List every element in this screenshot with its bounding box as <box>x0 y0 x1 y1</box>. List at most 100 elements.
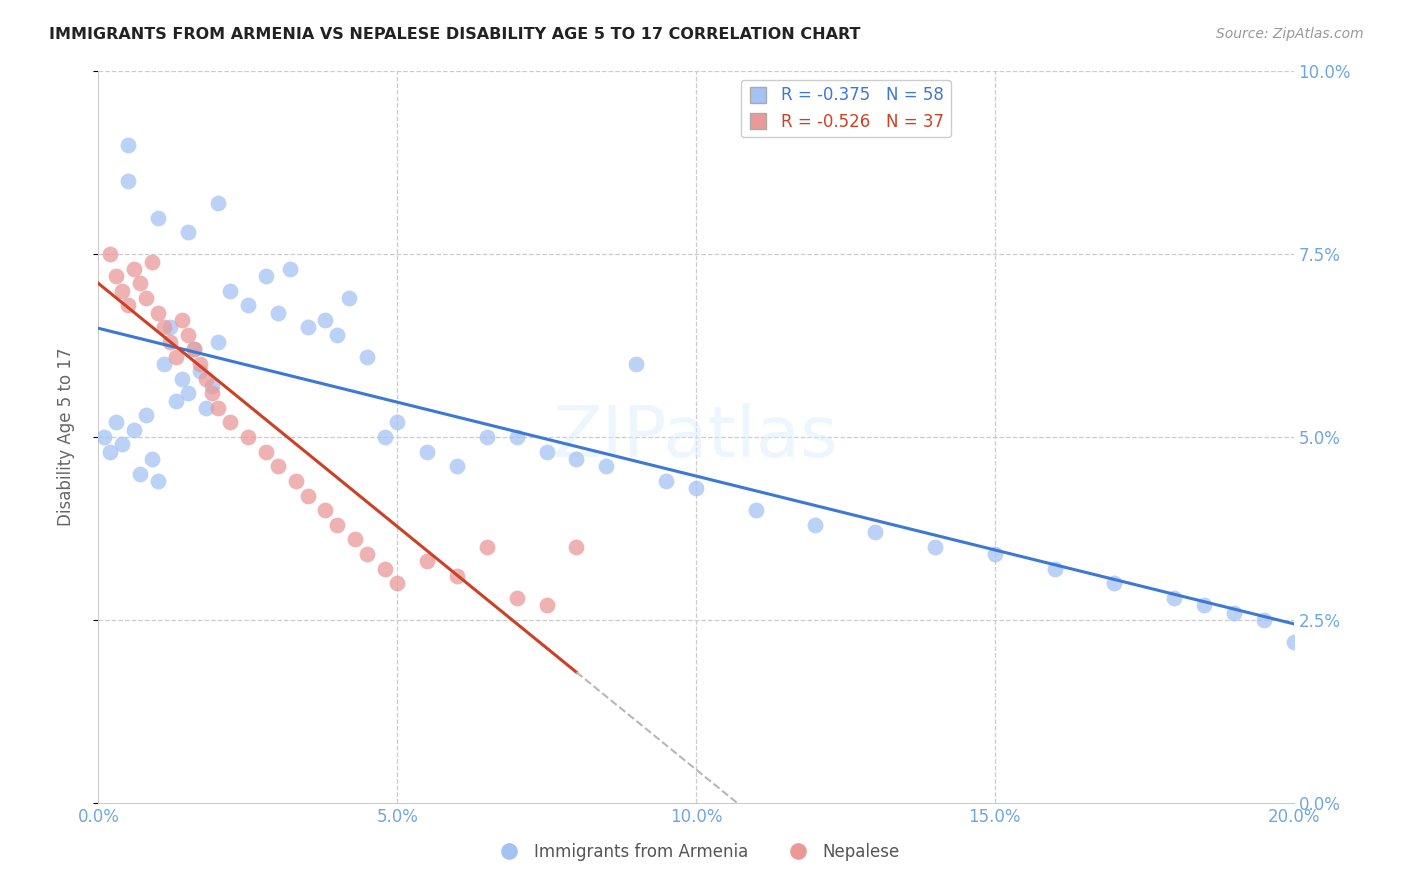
Point <box>326 517 349 532</box>
Point <box>98 247 122 261</box>
Point <box>165 393 187 408</box>
Point <box>984 547 1007 561</box>
Point <box>374 562 396 576</box>
Point <box>124 261 146 276</box>
Point <box>129 277 152 291</box>
Point <box>595 459 617 474</box>
Point <box>446 459 468 474</box>
Point <box>565 452 588 467</box>
Point <box>172 313 194 327</box>
Point <box>254 444 277 458</box>
Point <box>207 334 229 349</box>
Point <box>315 503 337 517</box>
Point <box>804 517 827 532</box>
Point <box>236 298 259 312</box>
Point <box>148 474 170 488</box>
Point <box>865 525 887 540</box>
Point <box>626 357 648 371</box>
Point <box>655 474 678 488</box>
Point <box>1282 635 1305 649</box>
Y-axis label: Disability Age 5 to 17: Disability Age 5 to 17 <box>56 348 75 526</box>
Point <box>1104 576 1126 591</box>
Point <box>207 196 229 211</box>
Point <box>105 269 128 284</box>
Point <box>117 137 139 152</box>
Point <box>475 540 498 554</box>
Point <box>98 444 122 458</box>
Point <box>1043 562 1066 576</box>
Point <box>356 547 378 561</box>
Text: ZIPatlas: ZIPatlas <box>553 402 839 472</box>
Point <box>236 430 259 444</box>
Point <box>506 591 529 605</box>
Point <box>385 576 409 591</box>
Point <box>111 284 134 298</box>
Point <box>183 343 205 357</box>
Point <box>207 401 229 415</box>
Point <box>177 327 200 342</box>
Point <box>297 489 319 503</box>
Point <box>506 430 529 444</box>
Point <box>124 423 146 437</box>
Point <box>1163 591 1185 605</box>
Point <box>148 211 170 225</box>
Point <box>219 416 242 430</box>
Point <box>475 430 498 444</box>
Point <box>177 386 200 401</box>
Point <box>159 320 181 334</box>
Point <box>374 430 396 444</box>
Point <box>177 225 200 239</box>
Point <box>141 254 163 268</box>
Point <box>201 386 224 401</box>
Text: IMMIGRANTS FROM ARMENIA VS NEPALESE DISABILITY AGE 5 TO 17 CORRELATION CHART: IMMIGRANTS FROM ARMENIA VS NEPALESE DISA… <box>49 27 860 42</box>
Point <box>93 430 115 444</box>
Point <box>219 284 242 298</box>
Point <box>326 327 349 342</box>
Point <box>135 291 157 305</box>
Point <box>745 503 768 517</box>
Point <box>105 416 128 430</box>
Point <box>117 174 139 188</box>
Point <box>565 540 588 554</box>
Point <box>315 313 337 327</box>
Point <box>267 306 290 320</box>
Point <box>536 444 558 458</box>
Point <box>385 416 409 430</box>
Point <box>172 371 194 385</box>
Point <box>1253 613 1275 627</box>
Point <box>159 334 181 349</box>
Point <box>416 444 439 458</box>
Point <box>135 408 157 422</box>
Point <box>297 320 319 334</box>
Point <box>267 459 290 474</box>
Point <box>536 599 558 613</box>
Point <box>1192 599 1215 613</box>
Point <box>446 569 468 583</box>
Point <box>339 291 361 305</box>
Point <box>188 357 211 371</box>
Point <box>685 481 707 495</box>
Point <box>254 269 277 284</box>
Point <box>284 474 307 488</box>
Point <box>416 554 439 568</box>
Point <box>165 350 187 364</box>
Point <box>195 401 218 415</box>
Point <box>153 320 176 334</box>
Point <box>195 371 218 385</box>
Point <box>188 364 211 378</box>
Point <box>924 540 946 554</box>
Point <box>129 467 152 481</box>
Point <box>117 298 139 312</box>
Point <box>141 452 163 467</box>
Point <box>111 437 134 451</box>
Point <box>344 533 367 547</box>
Point <box>356 350 378 364</box>
Text: Source: ZipAtlas.com: Source: ZipAtlas.com <box>1216 27 1364 41</box>
Legend: Immigrants from Armenia, Nepalese: Immigrants from Armenia, Nepalese <box>485 837 907 868</box>
Point <box>148 306 170 320</box>
Point <box>183 343 205 357</box>
Point <box>201 379 224 393</box>
Point <box>1223 606 1246 620</box>
Point <box>278 261 301 276</box>
Point <box>153 357 176 371</box>
